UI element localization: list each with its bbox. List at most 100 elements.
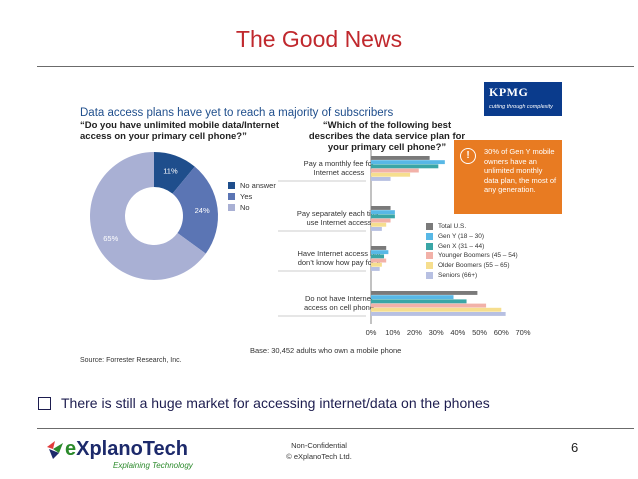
bar-seniors-1 <box>371 227 382 231</box>
logo-tagline: Explaining Technology <box>113 461 193 470</box>
bar-gen-3 <box>371 299 467 304</box>
bar-seniors-3 <box>371 312 506 316</box>
legend-item-no: No <box>228 202 276 213</box>
gen-y-callout: ! 30% of Gen Y mobile owners have an unl… <box>454 140 562 214</box>
bar-x-tick-label: 10% <box>385 328 400 337</box>
bullet-point: There is still a huge market for accessi… <box>38 395 490 411</box>
bar-gen-3 <box>371 295 454 300</box>
legend-swatch <box>426 271 433 279</box>
bar-total-3 <box>371 291 478 295</box>
legend-item-total: Total U.S. <box>426 222 518 232</box>
legend-item-gen-x: Gen X (31 – 44) <box>426 241 518 251</box>
copyright-label: © eXplanoTech Ltd. <box>286 452 352 461</box>
legend-label: Yes <box>240 192 253 201</box>
bar-x-tick-label: 70% <box>515 328 530 337</box>
exclamation-icon: ! <box>460 148 476 164</box>
bar-x-tick-label: 20% <box>407 328 422 337</box>
bar-category-label: Do not have Internet <box>305 294 374 303</box>
bar-gen-1 <box>371 214 395 219</box>
bar-total-2 <box>371 246 387 250</box>
bar-x-tick-label: 30% <box>429 328 444 337</box>
bar-younger-3 <box>371 303 487 308</box>
kpmg-tagline: cutting through complexity <box>489 104 553 110</box>
legend-item-gen-y: Gen Y (18 – 30) <box>426 232 518 242</box>
legend-swatch <box>228 204 235 211</box>
bar-legend: Total U.S. Gen Y (18 – 30) Gen X (31 – 4… <box>426 222 518 280</box>
logo-e: e <box>65 438 77 460</box>
bar-total-0 <box>371 156 430 160</box>
legend-label: Gen X (31 – 44) <box>438 242 485 250</box>
footer-divider <box>37 428 634 429</box>
bar-x-tick-label: 60% <box>494 328 509 337</box>
bar-older-0 <box>371 172 411 177</box>
donut-slice-label: 24% <box>195 206 210 215</box>
legend-swatch <box>228 182 235 189</box>
confidential-label: Non-Confidential <box>291 441 347 450</box>
bullet-text: There is still a huge market for accessi… <box>61 395 490 411</box>
figure-subtitle: Data access plans have yet to reach a ma… <box>80 107 394 119</box>
bar-older-2 <box>371 262 382 267</box>
bar-younger-0 <box>371 168 419 173</box>
bar-x-tick-label: 50% <box>472 328 487 337</box>
bar-x-tick-label: 40% <box>450 328 465 337</box>
donut-slice-label: 65% <box>103 234 118 243</box>
bar-gen-2 <box>371 254 385 259</box>
legend-swatch <box>426 252 433 260</box>
bar-gen-0 <box>371 164 439 169</box>
source-note: Source: Forrester Research, Inc. <box>80 357 182 364</box>
bar-seniors-0 <box>371 177 391 181</box>
bar-category-label: Have Internet access but <box>298 249 382 258</box>
legend-label: No answer <box>240 181 276 190</box>
legend-label: Gen Y (18 – 30) <box>438 233 485 241</box>
legend-item-yes: Yes <box>228 191 276 202</box>
bar-x-tick-label: 0% <box>366 328 377 337</box>
base-note: Base: 30,452 adults who own a mobile pho… <box>250 346 402 355</box>
legend-label: Younger Boomers (45 – 54) <box>438 252 518 260</box>
legend-item-younger-boomers: Younger Boomers (45 – 54) <box>426 251 518 261</box>
bar-gen-1 <box>371 210 395 215</box>
bar-gen-2 <box>371 250 389 255</box>
logo-wordmark: eXplanoTech <box>65 438 188 461</box>
bar-younger-1 <box>371 218 391 223</box>
donut-slice-label: 11% <box>163 166 178 175</box>
legend-item-older-boomers: Older Boomers (55 – 65) <box>426 261 518 271</box>
bar-category-label: Internet access <box>314 168 365 177</box>
donut-slice-no <box>89 152 206 281</box>
legend-label: No <box>240 203 250 212</box>
kpmg-logo: KPMG cutting through complexity <box>484 82 562 116</box>
bar-total-1 <box>371 206 391 210</box>
legend-swatch <box>426 233 433 241</box>
bar-older-3 <box>371 307 502 312</box>
legend-label: Seniors (66+) <box>438 271 478 279</box>
legend-swatch <box>426 223 433 231</box>
bar-gen-0 <box>371 160 445 165</box>
page-number: 6 <box>571 440 579 455</box>
donut-question: “Do you have unlimited mobile data/Inter… <box>80 120 279 142</box>
bar-seniors-2 <box>371 267 380 271</box>
legend-swatch <box>228 193 235 200</box>
title-divider <box>37 66 634 67</box>
legend-item-seniors: Seniors (66+) <box>426 270 518 280</box>
legend-swatch <box>426 242 433 250</box>
slide-title: The Good News <box>235 26 403 52</box>
bar-category-label: Pay separately each time <box>297 209 381 218</box>
callout-text: 30% of Gen Y mobile owners have an unlim… <box>484 147 557 194</box>
legend-label: Older Boomers (55 – 65) <box>438 262 510 270</box>
donut-slice-yes <box>172 166 218 254</box>
donut-slice-no-answer <box>154 152 195 194</box>
bar-category-label: access on cell phone <box>304 303 374 312</box>
legend-item-no-answer: No answer <box>228 180 276 191</box>
bar-older-1 <box>371 222 387 227</box>
footer-confidentiality: Non-Confidential © eXplanoTech Ltd. <box>0 440 638 462</box>
bar-category-label: use Internet access <box>306 218 371 227</box>
bar-question: “Which of the following best describes t… <box>308 120 466 153</box>
legend-swatch <box>426 262 433 270</box>
bar-category-label: don’t know how pay for it <box>298 258 381 267</box>
kpmg-logo-text: KPMG <box>489 85 529 99</box>
bird-logo-icon <box>47 441 63 459</box>
checkbox-bullet-icon <box>38 396 51 410</box>
bar-younger-2 <box>371 258 387 263</box>
bar-category-label: Pay a monthly fee for <box>304 159 375 168</box>
logo-rest: XplanoTech <box>76 438 188 460</box>
